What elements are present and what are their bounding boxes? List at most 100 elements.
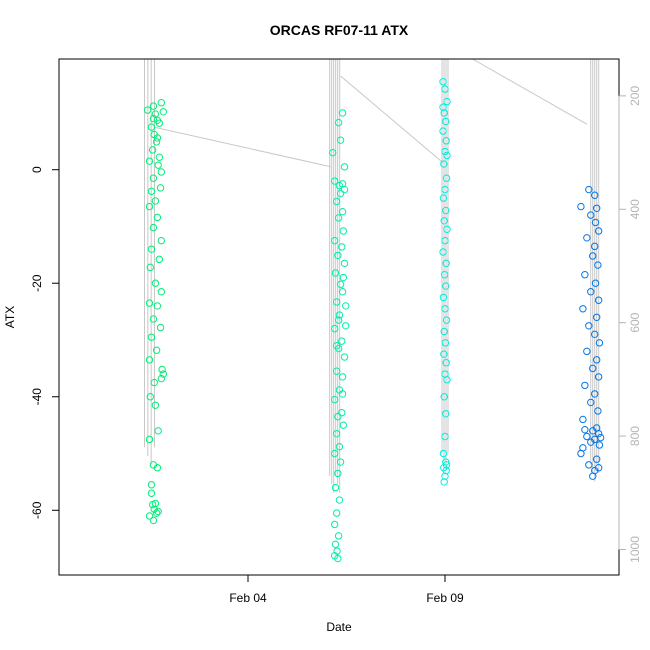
data-point-rf11 xyxy=(591,191,599,199)
data-point-rf11 xyxy=(592,313,601,321)
data-point-rf11 xyxy=(581,425,589,434)
data-point-rf07 xyxy=(146,263,154,272)
data-point-rf11 xyxy=(577,202,585,211)
data-point-rf11 xyxy=(592,455,601,463)
y2-tick-label: 800 xyxy=(628,426,642,446)
data-point-rf11 xyxy=(587,211,595,219)
data-point-rf09 xyxy=(440,271,449,279)
data-point-rf08 xyxy=(338,207,347,216)
data-point-rf07 xyxy=(149,114,158,123)
data-point-rf07 xyxy=(150,505,158,513)
data-point-rf08 xyxy=(338,337,346,345)
data-point-rf09 xyxy=(439,248,447,256)
data-point-rf09 xyxy=(440,350,448,358)
data-point-rf07 xyxy=(157,99,166,107)
data-point-rf11 xyxy=(583,234,591,242)
data-point-rf09 xyxy=(440,393,448,401)
data-point-rf11 xyxy=(579,415,587,424)
data-point-rf08 xyxy=(332,367,341,375)
pressure-lines xyxy=(144,58,600,493)
y2-tick-label: 200 xyxy=(628,86,642,106)
data-point-rf07 xyxy=(147,333,156,341)
data-point-rf08 xyxy=(330,395,339,404)
data-point-rf11 xyxy=(595,339,604,347)
data-point-rf08 xyxy=(334,251,342,260)
data-point-rf11 xyxy=(589,472,597,480)
data-point-rf07 xyxy=(154,161,162,169)
data-point-rf07 xyxy=(147,187,156,195)
data-point-rf11 xyxy=(581,271,589,279)
data-point-rf11 xyxy=(583,432,591,441)
data-point-rf08 xyxy=(336,458,345,466)
data-point-rf11 xyxy=(594,407,602,415)
data-point-rf07 xyxy=(151,401,160,409)
data-point-rf07 xyxy=(159,108,167,116)
data-point-rf11 xyxy=(589,252,597,260)
data-point-rf08 xyxy=(335,496,344,504)
data-point-rf09 xyxy=(441,305,449,313)
data-point-rf08 xyxy=(340,163,349,171)
data-point-rf08 xyxy=(338,288,347,296)
y-axis: 0 -20 -40 -60 xyxy=(30,166,60,519)
data-point-rf09 xyxy=(439,293,448,302)
data-point-rf07 xyxy=(153,302,162,310)
data-point-rf08 xyxy=(331,483,340,492)
data-points xyxy=(143,78,605,563)
data-point-rf09 xyxy=(443,376,451,384)
data-point-rf07 xyxy=(153,464,162,472)
data-point-rf08 xyxy=(332,341,341,350)
data-point-rf09 xyxy=(441,339,450,347)
data-point-rf11 xyxy=(594,296,603,304)
data-point-rf11 xyxy=(591,218,600,227)
data-point-rf08 xyxy=(338,373,347,381)
pressure-connector xyxy=(153,126,331,168)
data-point-rf08 xyxy=(329,148,337,157)
data-point-rf08 xyxy=(330,449,339,458)
data-point-rf08 xyxy=(335,443,344,451)
data-point-rf07 xyxy=(145,512,154,520)
data-point-rf07 xyxy=(159,370,167,378)
data-point-rf11 xyxy=(585,185,593,194)
data-point-rf08 xyxy=(335,311,344,319)
data-point-rf08 xyxy=(336,136,345,144)
data-point-rf07 xyxy=(149,315,158,323)
data-point-rf08 xyxy=(330,520,339,529)
data-point-rf08 xyxy=(330,324,339,333)
data-point-rf09 xyxy=(443,225,451,233)
data-point-rf07 xyxy=(153,134,162,142)
data-point-rf09 xyxy=(439,127,447,135)
data-point-rf07 xyxy=(147,245,156,253)
data-point-rf07 xyxy=(157,288,166,296)
data-point-rf08 xyxy=(334,554,342,563)
data-point-rf07 xyxy=(156,184,165,192)
data-point-rf07 xyxy=(155,153,164,161)
data-point-rf08 xyxy=(334,469,342,478)
data-point-rf07 xyxy=(149,516,158,525)
data-point-rf09 xyxy=(440,217,448,225)
data-point-rf11 xyxy=(591,279,600,287)
pressure-connector xyxy=(472,58,588,125)
data-point-rf08 xyxy=(334,412,342,421)
data-point-rf07 xyxy=(155,119,164,127)
data-point-rf09 xyxy=(441,432,449,441)
data-point-rf08 xyxy=(340,353,349,361)
data-point-rf09 xyxy=(442,174,451,182)
y2-tick-label: 1000 xyxy=(628,536,642,563)
data-point-rf11 xyxy=(594,464,603,472)
data-point-rf09 xyxy=(442,410,450,418)
data-point-rf07 xyxy=(147,489,156,497)
data-point-rf08 xyxy=(342,322,350,330)
data-point-rf07 xyxy=(145,202,154,211)
data-point-rf08 xyxy=(334,316,343,324)
data-point-rf07 xyxy=(151,197,160,205)
data-point-rf09 xyxy=(442,461,451,469)
y-tick-label: -40 xyxy=(30,388,44,406)
data-point-rf09 xyxy=(443,97,451,106)
data-point-rf08 xyxy=(338,408,346,417)
data-point-rf07 xyxy=(154,427,162,435)
data-point-rf11 xyxy=(587,438,595,446)
data-point-rf08 xyxy=(332,298,341,306)
x-tick-label: Feb 09 xyxy=(426,591,464,605)
data-point-rf11 xyxy=(591,242,599,251)
data-point-rf09 xyxy=(442,282,450,290)
